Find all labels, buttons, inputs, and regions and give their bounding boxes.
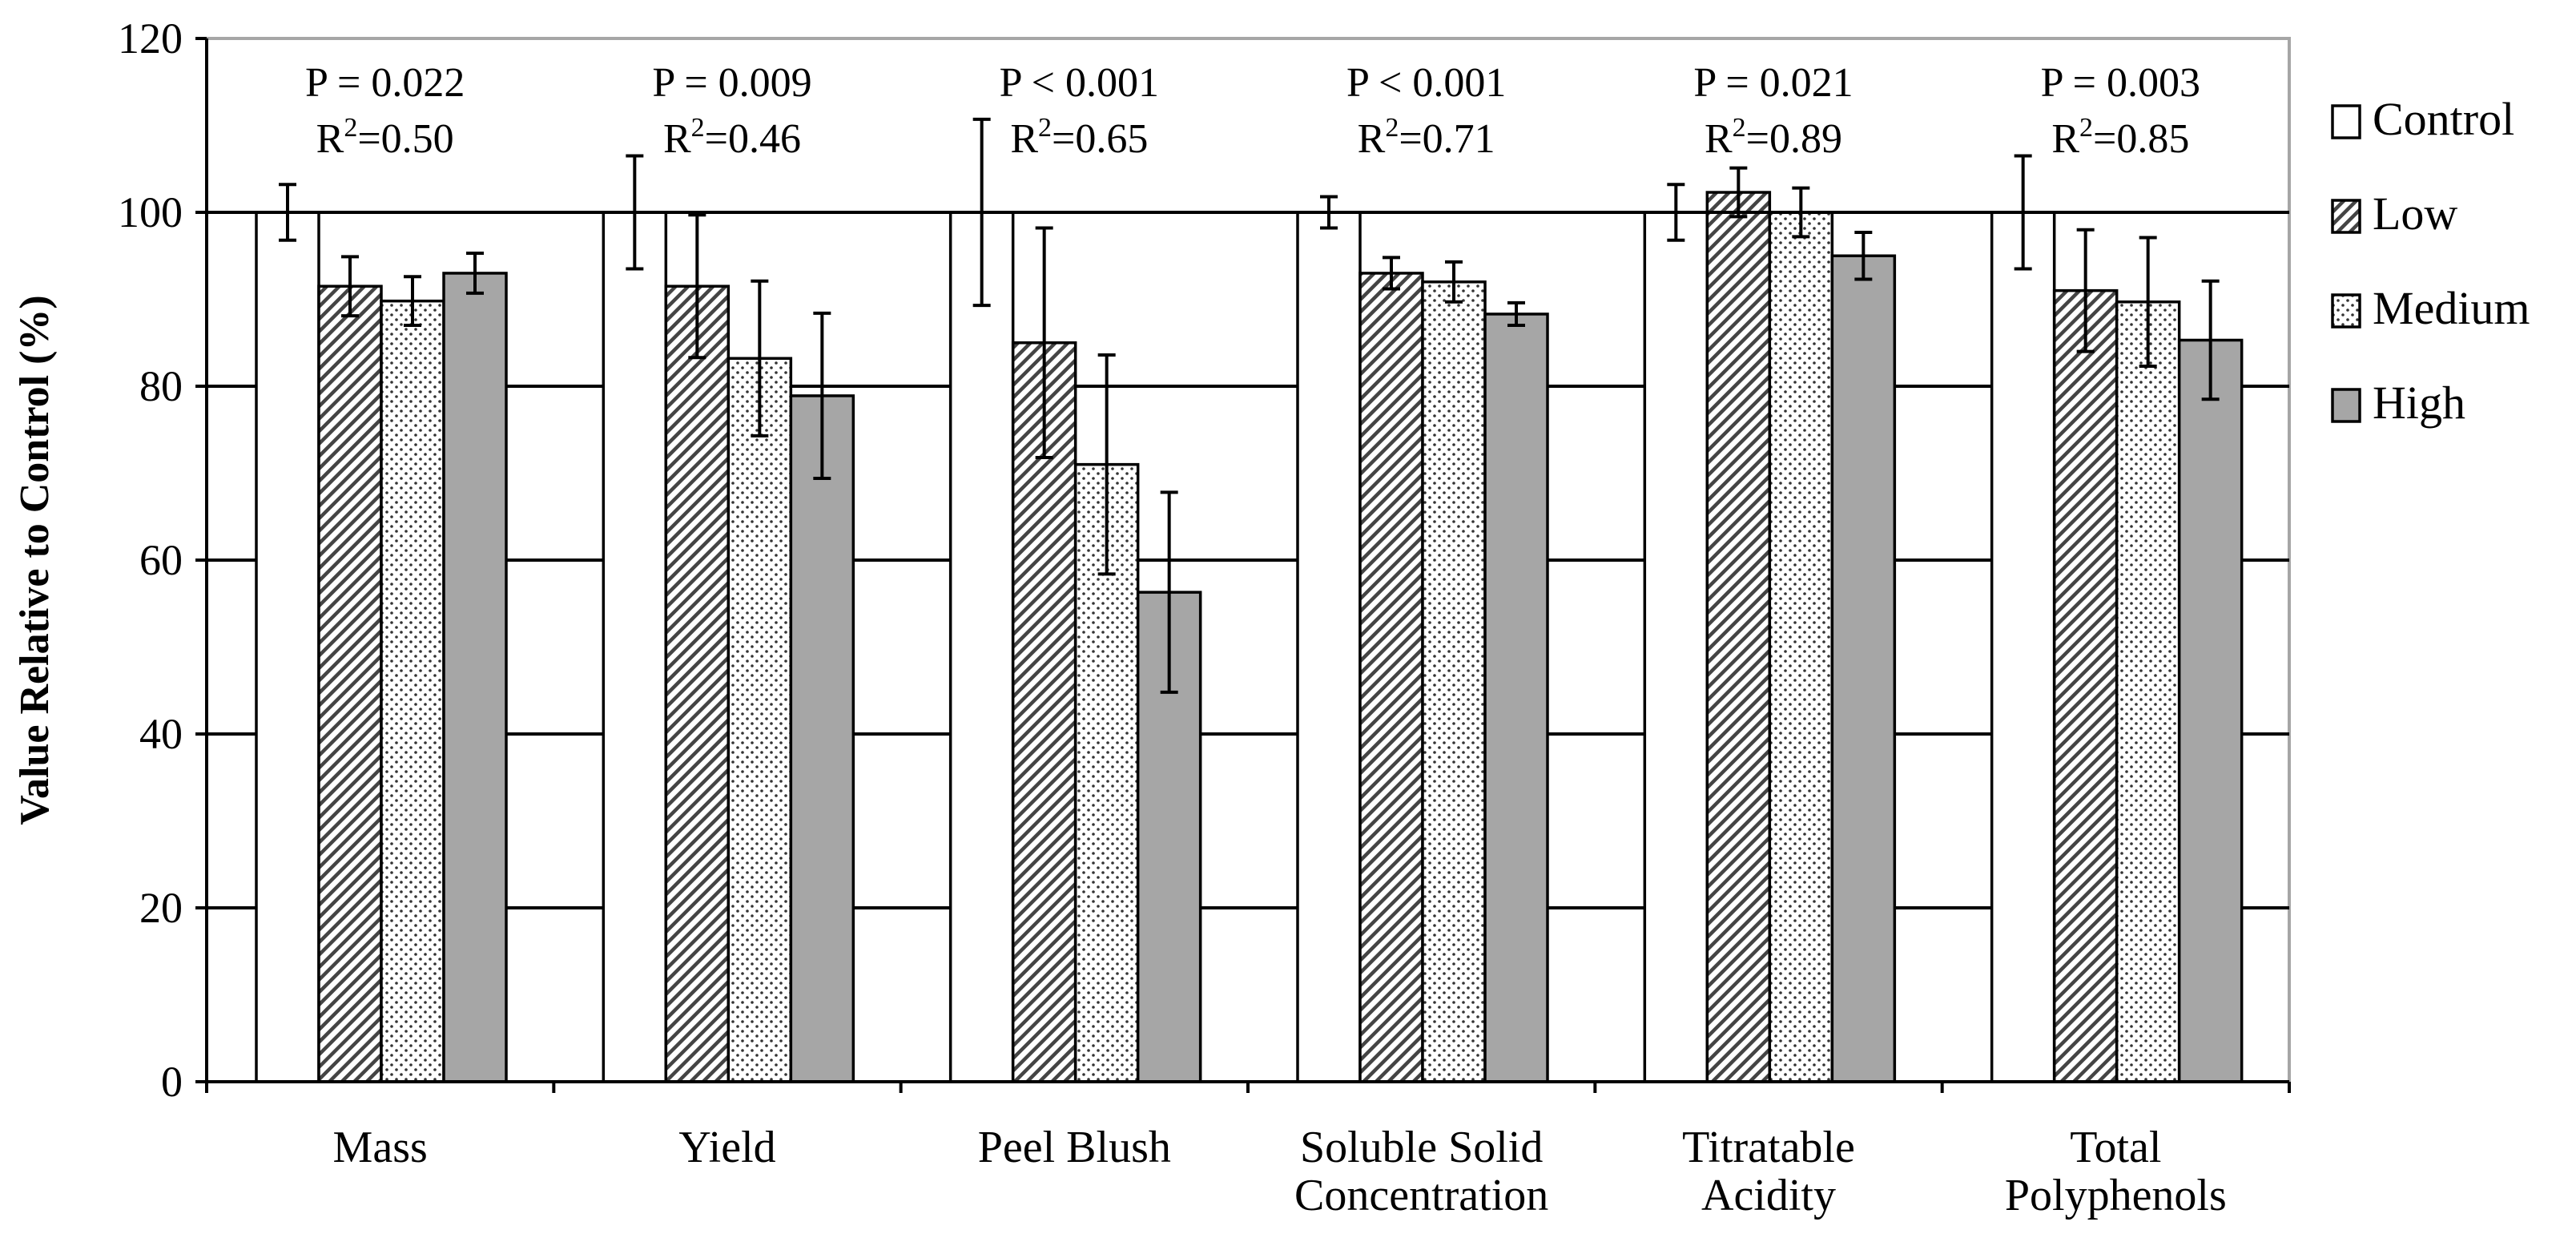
y-tick-label: 120 [118, 14, 183, 63]
legend-label-high: High [2373, 377, 2465, 429]
bar-low [2052, 288, 2119, 1083]
r-squared-label: R2=0.46 [663, 113, 801, 162]
x-category-label: Peel Blush [978, 1123, 1171, 1172]
x-category-label: Polyphenols [2005, 1171, 2227, 1220]
x-category-label: Yield [678, 1123, 775, 1172]
bar-control [948, 211, 1015, 1083]
p-value-label: P = 0.021 [1693, 60, 1853, 106]
x-category-label: Total [2070, 1123, 2161, 1172]
bar-low [1358, 272, 1424, 1083]
y-axis-title: Value Relative to Control (%) [12, 295, 58, 825]
bar-control [1990, 211, 2056, 1083]
p-value-label: P = 0.009 [652, 60, 811, 106]
r-squared-label: R2=0.71 [1358, 113, 1495, 162]
r-squared-label: R2=0.65 [1010, 113, 1148, 162]
bar-high [442, 272, 508, 1083]
legend-label-medium: Medium [2373, 282, 2530, 334]
bar-medium [2115, 300, 2181, 1083]
reference-line [207, 211, 2289, 217]
y-tick-label: 80 [139, 362, 183, 410]
r-squared-label: R2=0.85 [2051, 113, 2189, 162]
bar-medium [380, 299, 445, 1083]
legend-swatch-medium [2331, 293, 2361, 329]
bar-high [789, 394, 855, 1083]
bar-control [1296, 211, 1362, 1083]
r-squared-label: R2=0.89 [1705, 113, 1842, 162]
bar-medium [727, 357, 793, 1083]
gridlines [207, 211, 2289, 909]
y-tick-labels: 0 20 40 60 80 100 120 [118, 14, 183, 1106]
bar-high [1483, 313, 1549, 1083]
bar-control [1643, 211, 1709, 1083]
y-tick-label: 100 [118, 188, 183, 236]
p-value-label: P = 0.022 [305, 60, 465, 106]
bar-low [664, 284, 731, 1083]
y-tick-label: 0 [161, 1058, 183, 1106]
y-tick-label: 60 [139, 536, 183, 584]
x-category-label: Concentration [1294, 1171, 1548, 1220]
legend-swatch-low [2331, 199, 2361, 234]
r-squared-label: R2=0.50 [316, 113, 454, 162]
bar-medium [1768, 211, 1834, 1083]
p-value-label: P < 0.001 [1346, 60, 1506, 106]
bar-high [1830, 254, 1897, 1083]
bar-high [2177, 338, 2244, 1083]
legend-swatch-high [2331, 388, 2361, 423]
legend-label-low: Low [2373, 188, 2457, 240]
bar-control [255, 211, 320, 1083]
p-value-label: P < 0.001 [1000, 60, 1159, 106]
p-value-label: P = 0.003 [2041, 60, 2200, 106]
x-category-label: Titratable [1682, 1123, 1855, 1172]
x-category-label: Soluble Solid [1300, 1123, 1543, 1172]
y-tick-label: 20 [139, 884, 183, 932]
legend: Control Low Medium High [2331, 93, 2530, 429]
bar-low [317, 284, 383, 1083]
x-category-label: Mass [333, 1123, 428, 1172]
error-bars [279, 117, 2220, 694]
bar-control [602, 211, 668, 1083]
axes [195, 37, 2291, 1093]
bar-low [1705, 191, 1772, 1083]
x-category-labels: Mass Yield Peel Blush Soluble SolidConcentr… [333, 1123, 2227, 1220]
stat-annotations: P = 0.022 R2=0.50 P = 0.009 R2=0.46 P < 0.00… [305, 60, 2200, 162]
legend-label-control: Control [2373, 93, 2514, 145]
bar-medium [1421, 280, 1487, 1083]
x-category-label: Acidity [1701, 1171, 1836, 1220]
legend-swatch-control [2331, 104, 2361, 139]
bars [255, 191, 2244, 1083]
y-tick-label: 40 [139, 710, 183, 758]
